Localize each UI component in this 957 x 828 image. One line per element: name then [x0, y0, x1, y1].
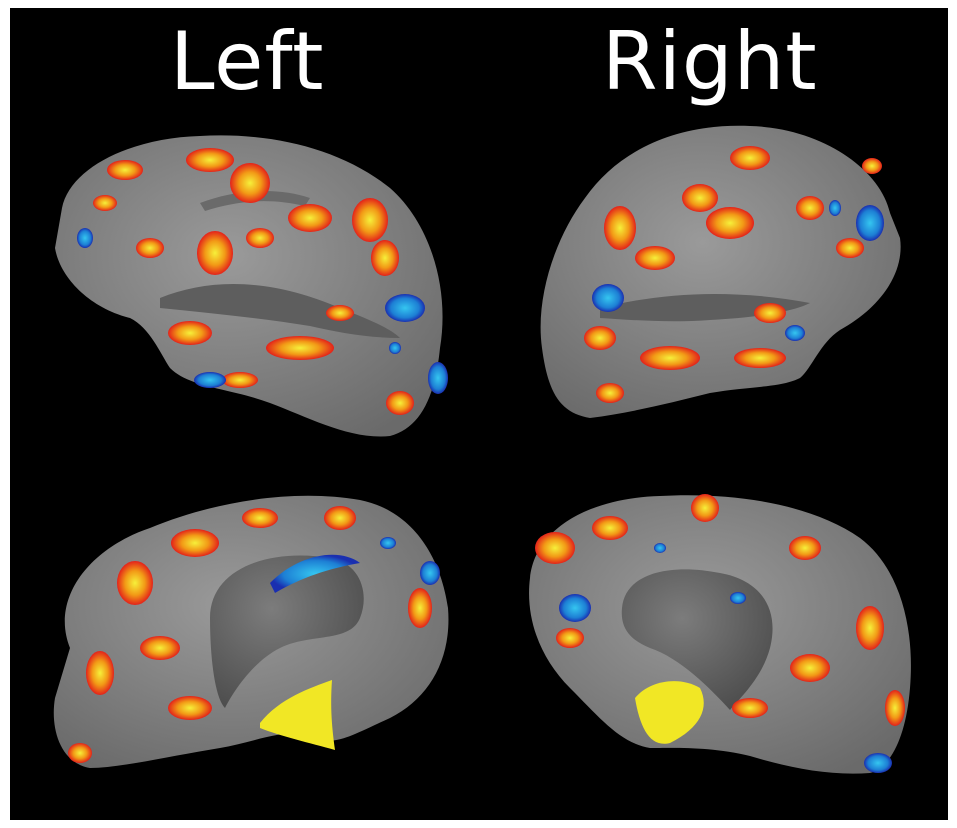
figure-panel: Left Right — [10, 8, 948, 820]
left-hemisphere-title: Left — [170, 15, 325, 108]
right-lateral-hemisphere — [540, 125, 901, 418]
brain-renderings — [53, 125, 911, 774]
right-hemisphere-title: Right — [602, 15, 818, 108]
right-medial-hemisphere — [529, 494, 911, 774]
left-lateral-hemisphere — [55, 135, 448, 437]
left-medial-hemisphere — [53, 495, 449, 768]
